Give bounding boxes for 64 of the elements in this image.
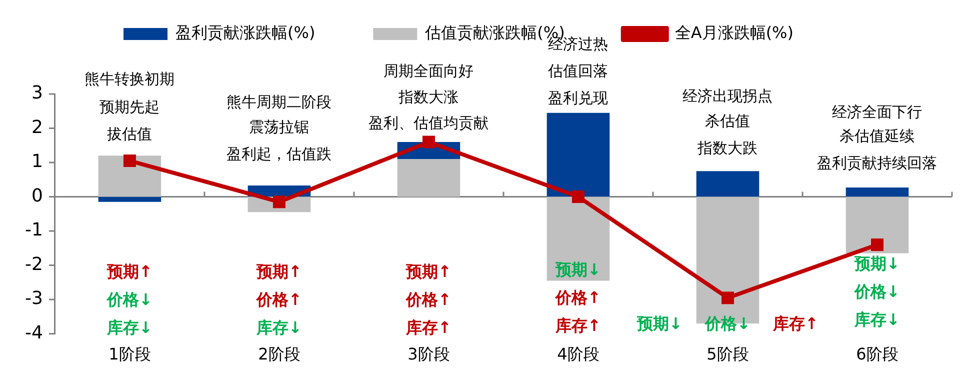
y-tick-label: 3: [31, 82, 43, 104]
annotation: 经济出现拐点: [682, 86, 773, 105]
annotation: 预期先起: [100, 98, 160, 116]
annotation: 杀估值: [705, 112, 750, 130]
x-tick-label: 3阶段: [408, 344, 450, 364]
annotation: 盈利兑现: [548, 88, 608, 107]
y-tick-label: 0: [31, 185, 43, 206]
bar: [98, 196, 162, 202]
text: 周期全面向好: [384, 62, 474, 80]
annotation: 库存↓: [854, 310, 900, 330]
point: [422, 136, 435, 148]
annotation: 价格↓: [854, 282, 900, 302]
annotation: 库存↓: [256, 318, 302, 338]
point: [272, 196, 286, 208]
annotation: 价格↑: [554, 288, 601, 308]
x-tick-label: 2阶段: [258, 344, 300, 364]
text: 熊牛转换初期: [84, 70, 175, 88]
annotation: 震荡拉锯: [249, 118, 310, 136]
bar: [98, 156, 162, 197]
y-tick-label: -3: [24, 288, 43, 310]
annotation: 价格↑: [256, 290, 302, 310]
annotation: 盈利贡献持续回落: [817, 154, 938, 172]
annotation: 盈利起，估值跌: [226, 144, 332, 163]
annotation: 杀估值延续: [840, 126, 915, 145]
point: [721, 292, 734, 304]
annotation: 指数大涨: [398, 88, 459, 106]
legend-label: 全A月涨跌幅(%): [674, 23, 842, 42]
bar: [546, 112, 610, 197]
annotation: 价格↓: [106, 290, 152, 310]
annotation: 预期↓: [854, 254, 900, 274]
annotation: 库存↑: [554, 316, 601, 336]
y-tick-label: -2: [24, 254, 43, 275]
annotation: 库存↑: [772, 314, 818, 334]
annotation: 预期↑: [405, 262, 452, 282]
bar: [397, 159, 460, 197]
annotation: 预期↓: [636, 314, 682, 334]
x-tick-label: 6阶段: [856, 344, 898, 364]
annotation: 库存↓: [106, 318, 152, 338]
bar: [696, 171, 760, 197]
y-tick-label: -1: [24, 220, 43, 241]
annotation: 拔估值: [107, 124, 152, 143]
annotation: 经济全面下行: [832, 102, 922, 121]
bar: [846, 196, 909, 254]
text: 估值回落: [547, 62, 608, 80]
annotation: 熊牛周期二阶段: [226, 92, 332, 111]
annotation: 价格↓: [704, 314, 750, 334]
x-tick-label: 5阶段: [706, 344, 749, 364]
y-tick-label: -4: [24, 322, 43, 344]
annotation: 库存↑: [405, 318, 452, 338]
point: [871, 238, 884, 251]
annotation: 指数大跌: [696, 138, 758, 157]
annotation: 预期↑: [106, 262, 152, 282]
annotation: 预期↓: [554, 260, 601, 280]
annotation: 预期↑: [256, 262, 302, 282]
legend-label: 盈利贡献涨跌幅(%): [175, 23, 364, 42]
point: [123, 154, 136, 168]
bar: [846, 188, 909, 197]
x-tick-label: 4阶段: [557, 344, 600, 364]
x-tick-label: 1阶段: [108, 344, 151, 364]
point: [572, 190, 584, 204]
annotation: 盈利、估值均贡献: [368, 114, 489, 132]
annotation: 价格↑: [405, 290, 452, 310]
y-tick-label: 2: [31, 116, 43, 138]
y-tick-label: 1: [31, 151, 43, 172]
